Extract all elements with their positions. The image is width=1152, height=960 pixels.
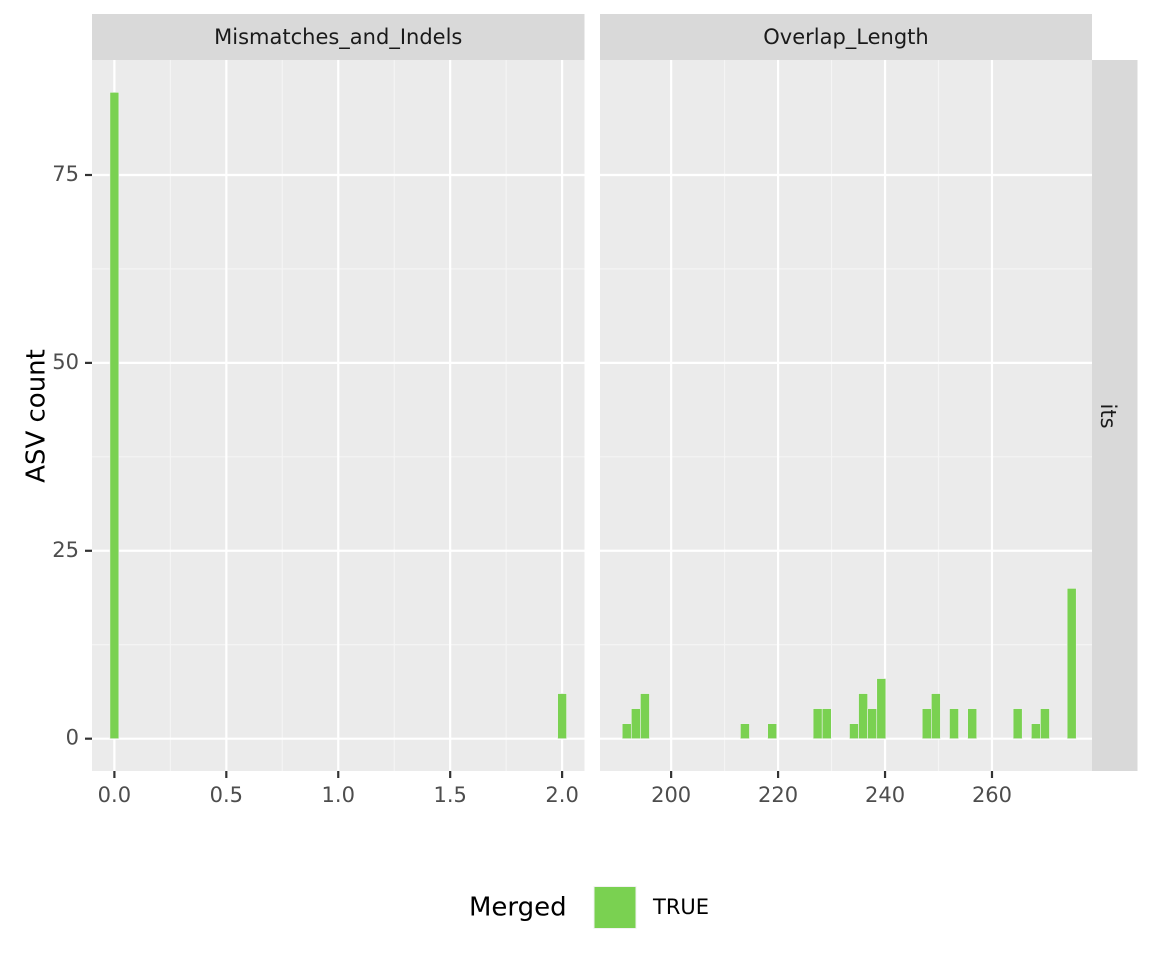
histogram-bar bbox=[1031, 723, 1041, 739]
histogram-bar bbox=[1012, 708, 1023, 739]
histogram-bar bbox=[630, 708, 641, 739]
histogram-bar bbox=[867, 708, 878, 739]
legend: Merged TRUE bbox=[469, 886, 709, 929]
histogram-bar bbox=[821, 708, 832, 739]
legend-label-true: TRUE bbox=[652, 895, 709, 919]
panels-layer: Mismatches_and_Indels 0.0 0.5 1.0 1.5 2.0 0 25 5… bbox=[52, 14, 1092, 807]
histogram-bar bbox=[767, 723, 778, 739]
row-strip-background bbox=[1092, 60, 1138, 771]
x-tick-label: 200 bbox=[651, 783, 691, 807]
panel-Overlap_Length: Overlap_Length 200 220 240 260 bbox=[600, 14, 1092, 807]
histogram-bar bbox=[812, 708, 823, 739]
x-tick-label: 0.5 bbox=[210, 783, 243, 807]
x-tick-label: 1.5 bbox=[433, 783, 466, 807]
histogram-bar bbox=[640, 693, 650, 739]
histogram-bar bbox=[858, 693, 868, 739]
y-tick-label: 25 bbox=[52, 538, 79, 562]
x-tick-label: 1.0 bbox=[322, 783, 355, 807]
histogram-bar bbox=[1040, 708, 1050, 739]
histogram-bar bbox=[557, 693, 567, 739]
x-tick-label: 2.0 bbox=[545, 783, 578, 807]
histogram-bar bbox=[876, 678, 887, 739]
y-tick-label: 50 bbox=[52, 350, 79, 374]
x-tick-label: 260 bbox=[972, 783, 1012, 807]
legend-title: Merged bbox=[469, 893, 567, 923]
x-tick-label: 0.0 bbox=[98, 783, 131, 807]
strip-background-Mismatches_and_Indels bbox=[92, 14, 585, 60]
legend-swatch-true bbox=[594, 887, 636, 928]
histogram-bar bbox=[849, 723, 859, 739]
histogram-bar bbox=[621, 723, 632, 739]
histogram-bar bbox=[109, 92, 120, 739]
y-axis-title: ASV count bbox=[22, 349, 52, 483]
histogram-bar bbox=[930, 693, 941, 739]
strip-label-Mismatches_and_Indels: Mismatches_and_Indels bbox=[214, 25, 462, 50]
x-tick-label: 220 bbox=[758, 783, 798, 807]
histogram-bar bbox=[949, 708, 959, 739]
row-strip-label: its bbox=[1096, 403, 1120, 428]
y-tick-label: 75 bbox=[52, 162, 79, 186]
row-strip: its bbox=[1092, 60, 1138, 771]
panel-background-Overlap_Length bbox=[600, 60, 1092, 771]
y-tick-label: 0 bbox=[66, 726, 79, 750]
x-tick-label: 240 bbox=[865, 783, 905, 807]
histogram-bar bbox=[921, 708, 932, 739]
strip-background-Overlap_Length bbox=[600, 14, 1092, 60]
histogram-bar bbox=[967, 708, 978, 739]
panel-Mismatches_and_Indels: Mismatches_and_Indels 0.0 0.5 1.0 1.5 2.0 0 25 5… bbox=[52, 14, 585, 807]
strip-label-Overlap_Length: Overlap_Length bbox=[763, 25, 928, 50]
histogram-bar bbox=[1066, 588, 1077, 739]
histogram-bar bbox=[740, 723, 750, 739]
